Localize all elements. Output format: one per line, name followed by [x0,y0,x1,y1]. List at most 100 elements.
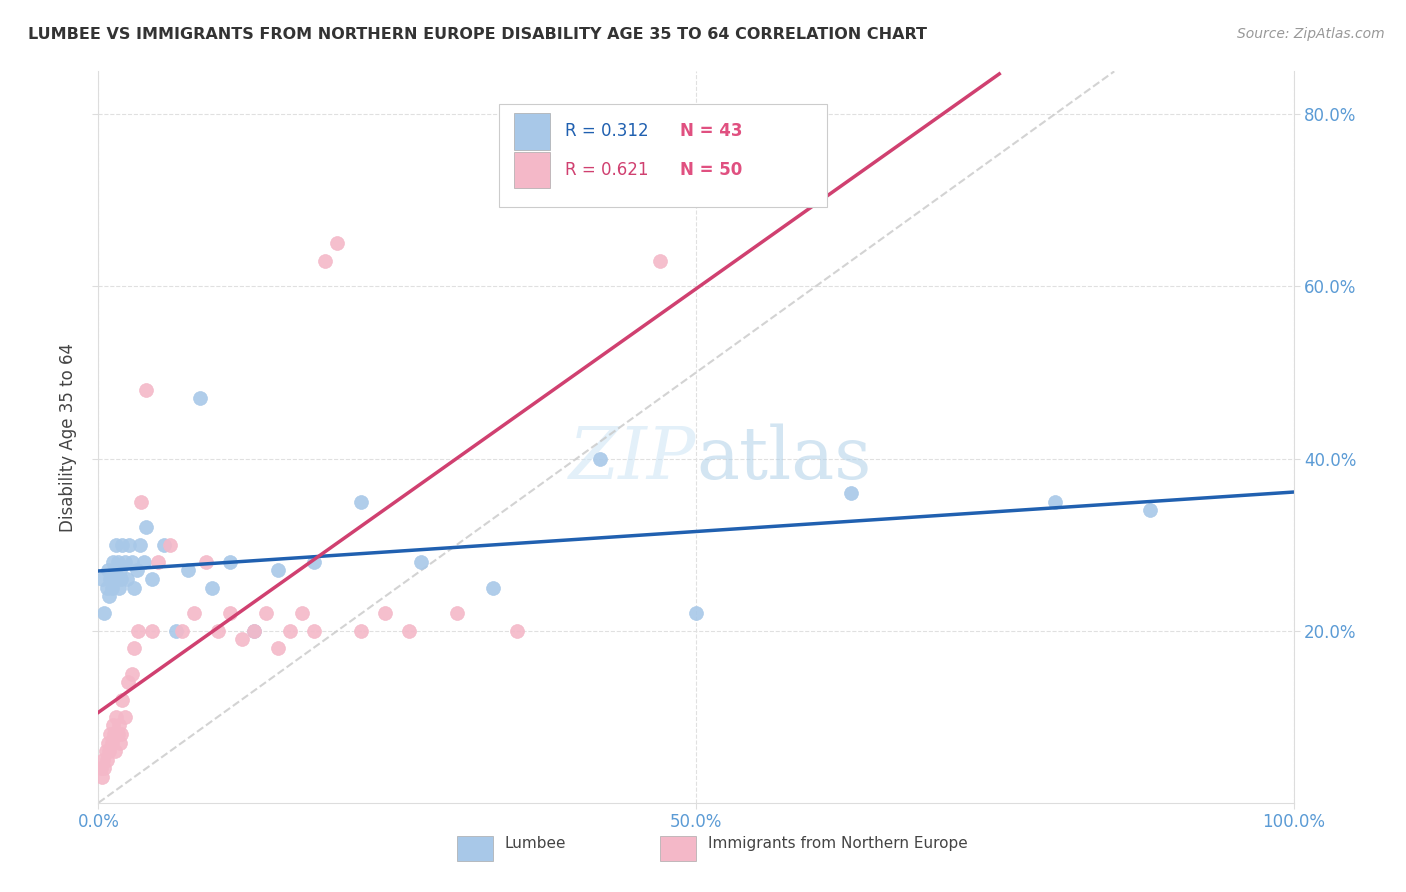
Point [243,624,266,638]
Point [96,753,118,767]
Point [291,607,314,621]
Point [132,555,155,569]
Point [350,624,373,638]
Point [127,624,149,638]
Point [578,176,600,190]
Point [91,572,114,586]
FancyBboxPatch shape [457,836,494,862]
Point [267,640,290,655]
Point [124,581,146,595]
Point [398,624,420,638]
Point [188,392,211,406]
FancyBboxPatch shape [515,113,550,150]
Point [118,538,141,552]
Point [254,607,277,621]
Point [101,555,124,569]
Point [98,589,121,603]
Point [648,253,672,268]
Point [90,761,112,775]
Point [98,572,122,586]
Point [219,607,242,621]
Point [195,555,218,569]
Point [115,572,138,586]
Point [231,632,253,647]
Point [124,640,146,655]
Text: N = 50: N = 50 [681,161,742,179]
Point [315,253,337,268]
Point [481,581,505,595]
Point [111,692,134,706]
Text: N = 43: N = 43 [681,122,742,140]
Point [153,538,176,552]
Point [207,624,229,638]
Point [302,555,325,569]
Point [685,607,707,621]
Point [117,675,139,690]
Text: Lumbee: Lumbee [505,836,567,851]
Point [278,624,301,638]
Point [183,607,205,621]
Point [135,383,157,397]
Text: Immigrants from Northern Europe: Immigrants from Northern Europe [709,836,967,851]
Text: atlas: atlas [696,424,872,494]
Point [129,538,152,552]
Point [148,555,170,569]
Point [302,624,325,638]
Point [589,451,612,466]
Point [141,624,163,638]
Point [107,727,129,741]
Y-axis label: Disability Age 35 to 64: Disability Age 35 to 64 [59,343,77,532]
Point [97,735,120,749]
Point [841,486,863,500]
Point [98,727,122,741]
Point [243,624,266,638]
Point [110,727,132,741]
Point [105,710,128,724]
Point [121,666,143,681]
Point [114,555,136,569]
Point [94,744,117,758]
Point [103,572,125,586]
Point [107,718,129,732]
Point [135,520,157,534]
Point [100,735,122,749]
Point [100,581,122,595]
Point [91,770,114,784]
Point [107,581,129,595]
Point [159,538,181,552]
Point [326,236,349,251]
FancyBboxPatch shape [515,152,550,188]
Point [165,624,187,638]
FancyBboxPatch shape [661,836,696,862]
Point [172,624,194,638]
Point [108,564,131,578]
Point [104,564,127,578]
Point [125,564,148,578]
Point [110,572,132,586]
Text: R = 0.312: R = 0.312 [565,122,648,140]
Point [1043,494,1066,508]
Point [374,607,396,621]
Point [131,494,153,508]
Point [411,555,433,569]
Point [121,555,143,569]
Point [177,564,200,578]
Point [104,744,127,758]
Point [97,564,120,578]
Point [96,581,118,595]
Point [350,494,373,508]
Point [1139,503,1161,517]
Point [267,564,290,578]
Point [107,555,129,569]
Text: LUMBEE VS IMMIGRANTS FROM NORTHERN EUROPE DISABILITY AGE 35 TO 64 CORRELATION CH: LUMBEE VS IMMIGRANTS FROM NORTHERN EUROP… [28,27,927,42]
Point [141,572,163,586]
Text: ZIP: ZIP [568,424,696,494]
Point [219,555,242,569]
Point [108,735,131,749]
Point [111,538,134,552]
Point [98,744,121,758]
Point [91,753,114,767]
Point [446,607,468,621]
Point [103,727,125,741]
FancyBboxPatch shape [499,104,828,207]
